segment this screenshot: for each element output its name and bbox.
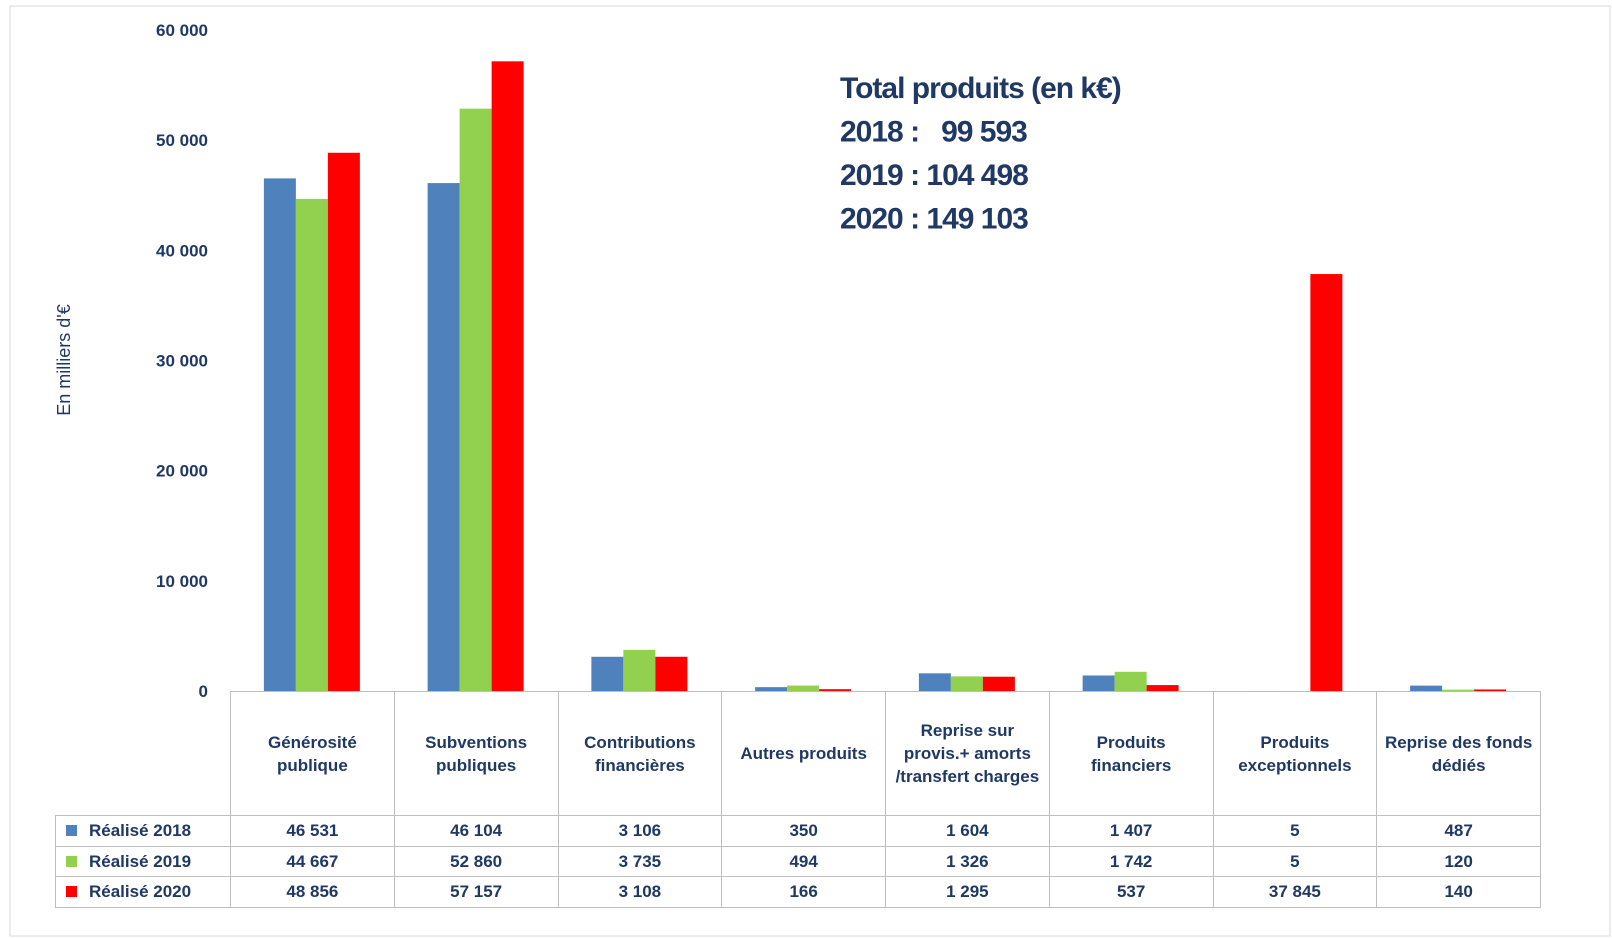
bar: [1114, 671, 1147, 691]
bar: [982, 676, 1015, 691]
y-tick-label: 40 000: [156, 241, 208, 260]
value-label: 3 106: [557, 815, 723, 847]
value-label: 350: [721, 815, 886, 847]
value-label: 120: [1376, 845, 1541, 877]
value-label: 1 407: [1048, 815, 1214, 847]
x-tick-label: Produits financiers: [1048, 691, 1214, 816]
bar: [263, 178, 296, 691]
bar: [1474, 689, 1507, 691]
value-label: 1 742: [1048, 845, 1214, 877]
y-tick-label: 30 000: [156, 352, 208, 371]
value-label: 1 604: [885, 815, 1050, 847]
bar: [819, 689, 852, 691]
bar: [327, 152, 360, 692]
legend-label: Réalisé 2018: [89, 821, 192, 841]
x-tick-label: Contributions financières: [557, 691, 723, 816]
bar: [1410, 685, 1443, 691]
legend-entry: Réalisé 2020: [55, 876, 231, 908]
y-tick-label: 50 000: [156, 131, 208, 150]
bar: [623, 649, 656, 691]
value-label: 1 295: [885, 876, 1050, 908]
y-tick-label: 10 000: [156, 572, 208, 591]
legend-swatch: [66, 855, 77, 867]
legend-swatch: [66, 886, 77, 898]
value-label: 3 735: [557, 845, 723, 877]
bar: [1310, 274, 1343, 691]
y-tick-label: 60 000: [156, 21, 208, 40]
value-label: 5: [1212, 845, 1378, 877]
x-tick-label: Reprise des fonds dédiés: [1376, 691, 1541, 816]
bar: [1082, 675, 1115, 691]
y-tick-label: 20 000: [156, 462, 208, 481]
bar: [459, 108, 492, 691]
bar: [295, 198, 328, 691]
value-label: 48 856: [230, 876, 395, 908]
bar: [591, 656, 624, 691]
value-label: 494: [721, 845, 886, 877]
y-tick-label: 0: [199, 682, 208, 701]
value-label: 5: [1212, 815, 1378, 847]
x-tick-label: Reprise sur provis.+ amorts /transfert c…: [885, 691, 1050, 816]
annotation: 2018 : 99 593: [840, 116, 1027, 149]
bar: [755, 687, 788, 691]
legend-entry: Réalisé 2018: [55, 815, 231, 847]
x-tick-label: Produits exceptionnels: [1212, 691, 1378, 816]
bar: [491, 61, 524, 692]
legend-label: Réalisé 2020: [89, 882, 192, 902]
bar: [427, 183, 460, 692]
legend-swatch: [66, 825, 77, 837]
value-label: 166: [721, 876, 886, 908]
value-label: 37 845: [1212, 876, 1378, 908]
value-label: 57 157: [393, 876, 559, 908]
x-tick-label: Subventions publiques: [393, 691, 559, 816]
annotation: 2020 : 149 103: [840, 203, 1028, 236]
value-label: 537: [1048, 876, 1214, 908]
y-axis-label: En milliers d'€: [54, 304, 74, 415]
bar: [918, 673, 951, 691]
x-tick-label: Générosité publique: [230, 691, 395, 816]
value-label: 487: [1376, 815, 1541, 847]
value-label: 52 860: [393, 845, 559, 877]
annotation: Total produits (en k€): [840, 72, 1121, 105]
legend-entry: Réalisé 2019: [55, 845, 231, 877]
value-label: 1 326: [885, 845, 1050, 877]
bar: [655, 656, 688, 691]
annotation: 2019 : 104 498: [840, 159, 1028, 192]
frame: [9, 5, 1611, 937]
value-label: 44 667: [230, 845, 395, 877]
bar: [950, 676, 983, 691]
value-label: 46 104: [393, 815, 559, 847]
bar: [1146, 685, 1179, 691]
value-label: 46 531: [230, 815, 395, 847]
legend-label: Réalisé 2019: [89, 851, 192, 871]
bar: [787, 685, 820, 691]
value-label: 3 108: [557, 876, 723, 908]
x-tick-label: Autres produits: [721, 691, 886, 816]
value-label: 140: [1376, 876, 1541, 908]
bar: [1442, 689, 1475, 691]
